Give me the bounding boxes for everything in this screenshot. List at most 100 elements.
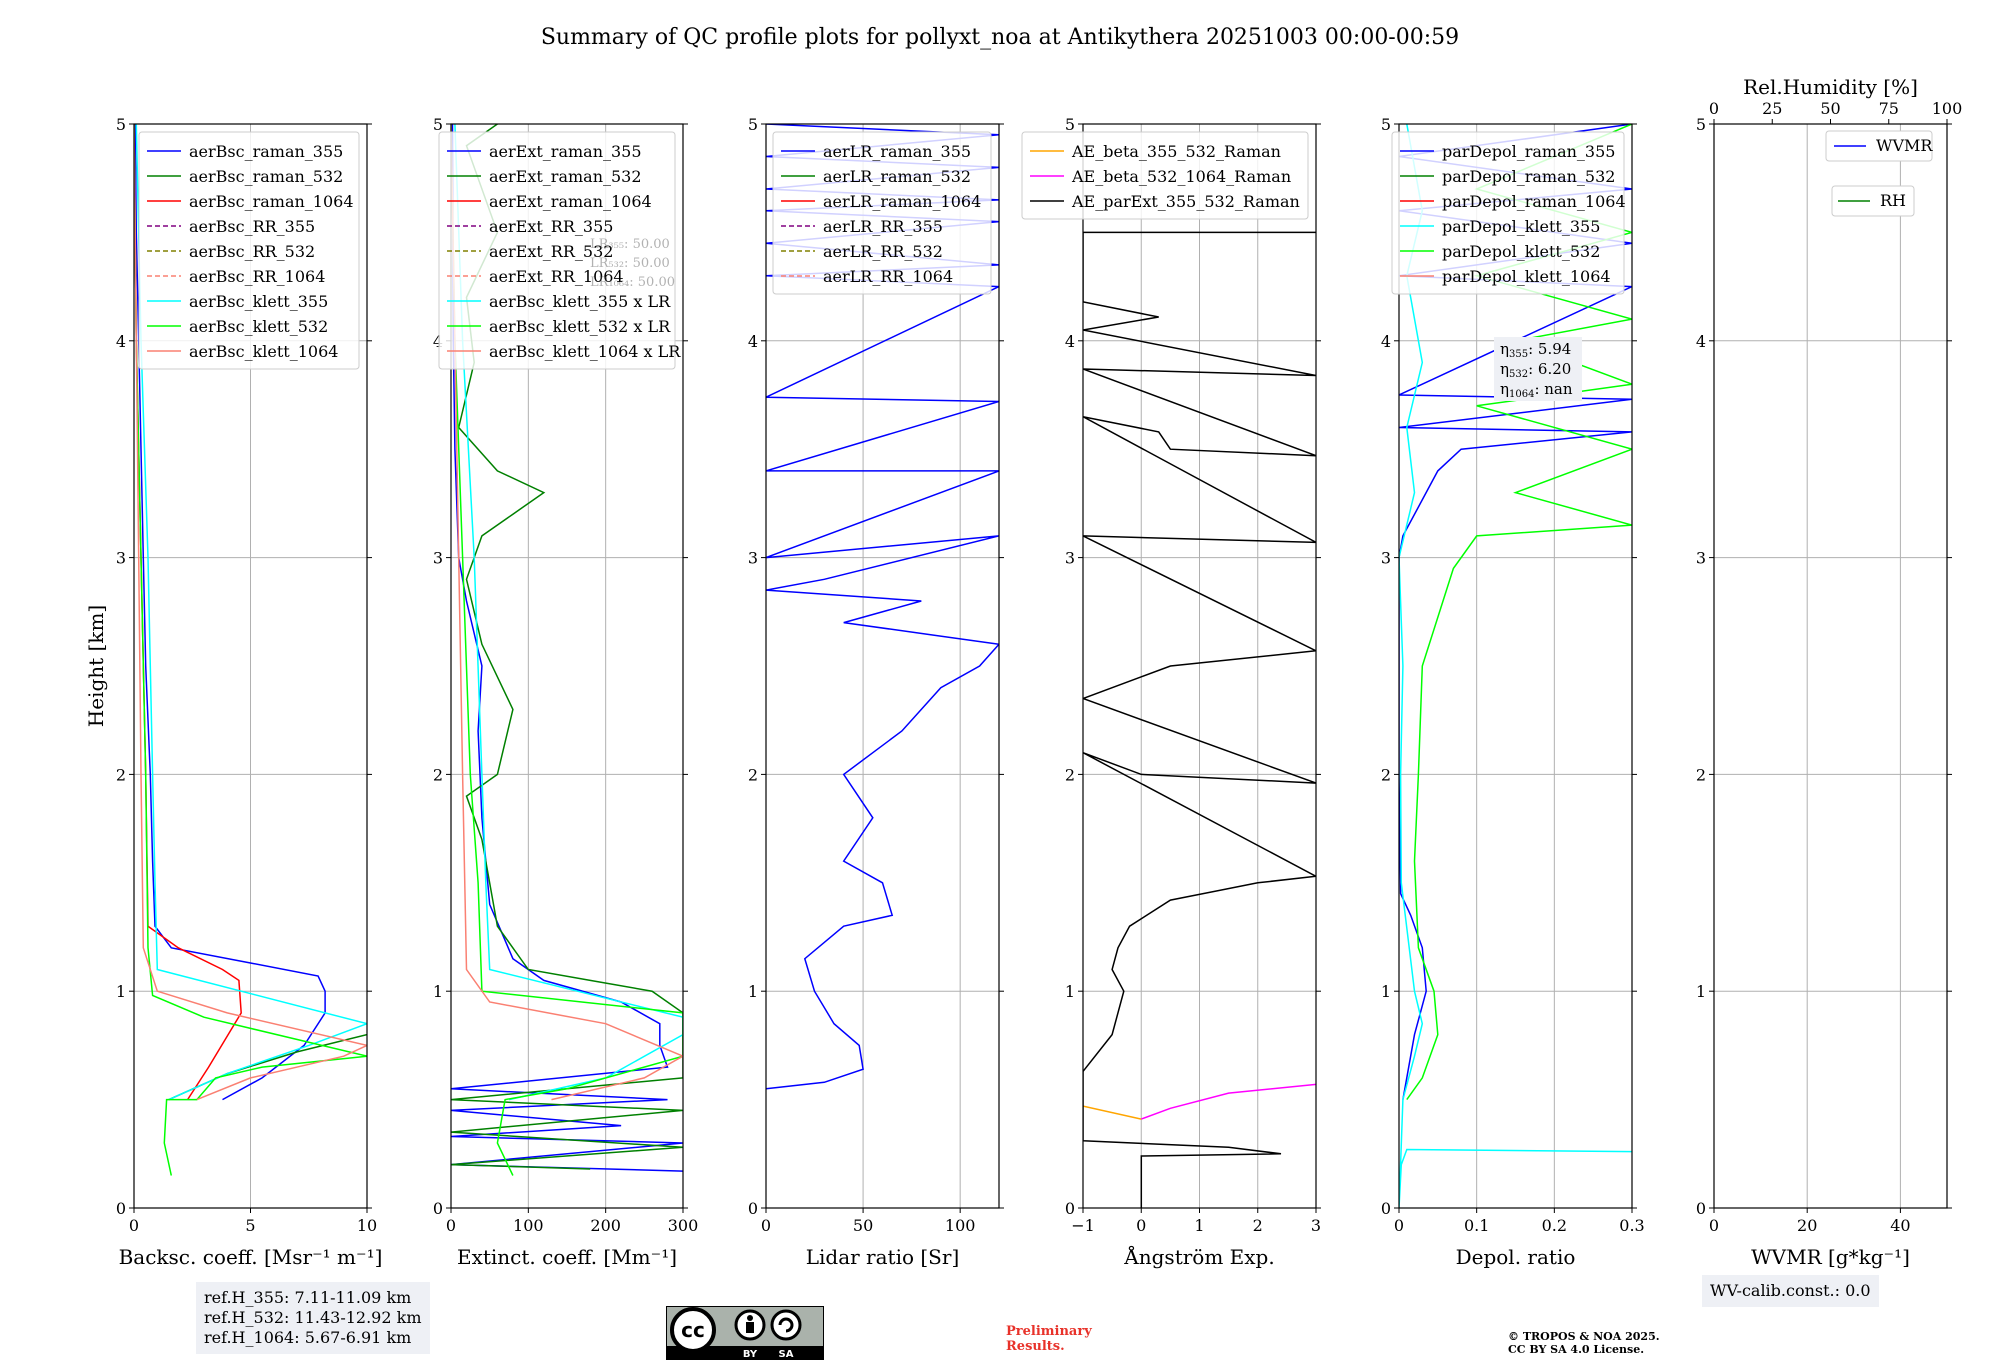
x-tick-label: 40 [1890,1216,1910,1235]
panel-wvmr: 0 20 40 0 1 2 3 4 5 WVMR [g*kg⁻¹] 0 25 50 75 100 Rel.Hu… [1696,75,1962,1269]
x-tick-label: 0 [1394,1216,1404,1235]
prelim-line-2: Results. [1006,1339,1065,1354]
x-axis-label: Depol. ratio [1456,1245,1576,1269]
legend-label: aerLR_RR_532 [823,242,943,261]
x-tick-label: 10 [357,1216,377,1235]
y-tick-label: 0 [1065,1199,1075,1218]
legend-label: aerBsc_klett_1064 [189,342,338,361]
x-tick-label: 0 [761,1216,771,1235]
y-tick-label: 2 [433,765,443,784]
legend-label: aerExt_raman_355 [489,142,642,161]
y-tick-label: 1 [1065,982,1075,1001]
legend-label: aerExt_RR_355 [489,217,613,236]
legend-label: parDepol_raman_532 [1442,167,1615,186]
series-AE_beta_532_1064_Raman [1141,1083,1316,1120]
series-aerBsc_klett_1064 [134,124,367,1101]
x-axis-label: Extinct. coeff. [Mm⁻¹] [457,1245,677,1269]
top-tick-label: 50 [1820,99,1840,118]
legend-label: aerBsc_klett_1064 x LR [489,342,681,361]
legend: aerLR_raman_355 aerLR_raman_532 aerLR_rama… [772,131,992,295]
legend-label: aerBsc_RR_1064 [189,267,325,286]
legend: parDepol_raman_355 parDepol_raman_532 parD… [1391,131,1626,295]
top-axis-label: Rel.Humidity [%] [1743,75,1918,99]
series-group [134,124,367,1176]
legend-box [138,131,360,370]
x-tick-label: 100 [945,1216,976,1235]
legend-box [1021,131,1309,220]
svg-text:cc: cc [681,1318,705,1342]
legend-label: aerBsc_klett_355 x LR [489,292,671,311]
legend-label: aerLR_raman_1064 [823,192,981,211]
x-axis-label: Lidar ratio [Sr] [806,1245,960,1269]
series-aerBsc_klett_532 [134,124,367,1176]
x-tick-label: 2 [1253,1216,1263,1235]
y-tick-label: 5 [748,115,758,134]
legend-label: aerExt_RR_1064 [489,267,624,286]
wv-calib-box: WV-calib.const.: 0.0 [1702,1275,1879,1307]
x-tick-label: 50 [853,1216,873,1235]
legend-label: aerBsc_RR_532 [189,242,315,261]
y-tick-label: 4 [1381,332,1391,351]
y-tick-label: 3 [433,549,443,568]
legend-label-rh: RH [1880,191,1906,210]
ref-height-532: ref.H_532: 11.43-12.92 km [204,1308,422,1327]
panel-depolarization: 0 0.1 0.2 0.3 0 1 2 3 4 5 Depol. ratio parDepol_ram… [1381,115,1645,1269]
ref-height-1064: ref.H_1064: 5.67-6.91 km [204,1328,412,1347]
series-AE_parExt_355_532_Raman [1083,231,1316,1208]
x-tick-label: 100 [513,1216,544,1235]
y-tick-label: 4 [433,332,443,351]
eta-line: η1064: nan [1500,380,1573,400]
x-tick-label: 200 [590,1216,621,1235]
panel-lidar-ratio: 0 50 100 0 1 2 3 4 5 Lidar ratio [Sr] aerLR_raman_… [748,115,1004,1269]
series-aerBsc_klett_355 [135,124,367,1101]
legend-label: AE_parExt_355_532_Raman [1071,192,1300,211]
y-axis-label: Height [km] [84,605,108,727]
x-tick-label: 0.2 [1542,1216,1567,1235]
y-tick-label: 4 [748,332,758,351]
y-tick-label: 1 [1381,982,1391,1001]
x-tick-label: 0 [129,1216,139,1235]
y-tick-label: 5 [433,115,443,134]
eta-box [1494,337,1582,401]
legend-label: parDepol_raman_355 [1442,142,1615,161]
panel-extinction: 0 100 200 300 0 1 2 3 4 5 Extinct. coeff. [Mm⁻¹] ae… [433,115,698,1269]
legend-box [1831,185,1915,217]
y-tick-label: 0 [433,1199,443,1218]
legend-label: aerBsc_raman_532 [189,167,343,186]
x-tick-label: −1 [1071,1216,1095,1235]
legend-label: parDepol_raman_1064 [1442,192,1626,211]
legend-label-wvmr: WVMR [1876,136,1933,155]
legend-label: aerBsc_raman_355 [189,142,343,161]
legend: WVMR [1825,130,1933,162]
x-tick-label: 20 [1797,1216,1817,1235]
prelim-line-1: Preliminary [1006,1324,1092,1339]
legend-label: parDepol_klett_1064 [1442,267,1611,286]
y-tick-label: 3 [1381,549,1391,568]
y-tick-label: 1 [433,982,443,1001]
y-tick-label: 3 [748,549,758,568]
x-tick-label: 1 [1194,1216,1204,1235]
y-tick-label: 2 [748,765,758,784]
series-aerBsc_klett_355 x LR [454,124,683,1101]
wv-calib-const: WV-calib.const.: 0.0 [1710,1281,1871,1300]
legend: aerExt_raman_355 aerExt_raman_532 aerExt_r… [438,131,681,370]
eta-line: η355: 5.94 [1500,340,1571,360]
x-axis-label: Ångström Exp. [1123,1244,1274,1269]
y-tick-label: 3 [1696,549,1706,568]
series-aerBsc_klett_532 x LR [451,124,683,1176]
copyright-line-2: CC BY SA 4.0 License. [1508,1343,1645,1356]
top-tick-label: 75 [1879,99,1899,118]
legend-label: AE_beta_532_1064_Raman [1071,167,1291,186]
legend-label: aerBsc_klett_532 [189,317,328,336]
series-AE_beta_355_532_Raman [1083,1105,1142,1120]
y-tick-label: 4 [1065,332,1075,351]
axes-frame [1713,123,1948,1209]
top-tick-label: 25 [1762,99,1782,118]
x-tick-label: 0 [446,1216,456,1235]
axes-frame [450,123,684,1209]
y-tick-label: 1 [1696,982,1706,1001]
lr-annotation: LR₃₅₅: 50.00 LR₅₃₂: 50.00 LR₁₀₆₄: 50.00 [590,237,675,290]
axes-frame [765,123,1000,1209]
